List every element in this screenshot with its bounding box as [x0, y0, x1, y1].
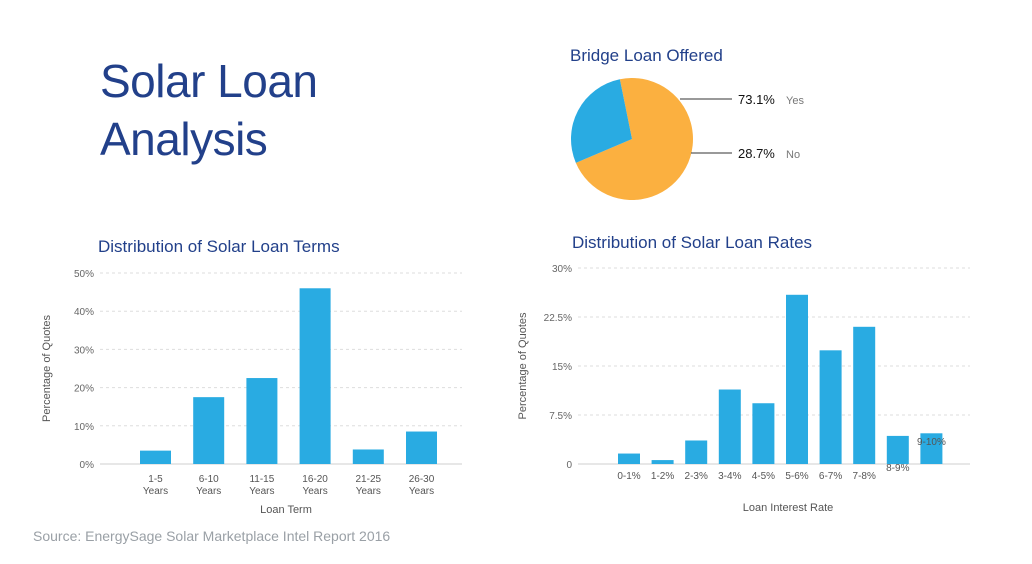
- y-tick-label: 0%: [80, 460, 95, 471]
- bar-rates: [685, 440, 708, 464]
- y-axis-title: Percentage of Quotes: [517, 312, 529, 420]
- x-axis-title: Loan Interest Rate: [743, 502, 834, 514]
- x-axis-title: Loan Term: [260, 504, 312, 516]
- y-tick-label: 10%: [74, 422, 94, 433]
- x-tick-label: 16-20: [302, 474, 328, 485]
- page-title: Solar Loan Analysis: [100, 55, 318, 165]
- bar-rates: [718, 389, 741, 464]
- x-tick-label: 8-9%: [886, 463, 909, 474]
- pie-value-label: 73.1%: [738, 92, 775, 107]
- x-tick-label: 0-1%: [617, 471, 640, 482]
- bar-terms: [193, 397, 225, 464]
- bar-rates: [618, 453, 640, 464]
- pie-chart-title: Bridge Loan Offered: [570, 46, 723, 65]
- x-tick-label: 9-10%: [917, 437, 946, 448]
- x-tick-label: 11-15: [249, 474, 274, 485]
- y-tick-label: 0: [566, 460, 572, 471]
- x-tick-label: Years: [143, 486, 168, 497]
- x-tick-label: Years: [249, 486, 274, 497]
- bar-rates: [920, 433, 943, 464]
- bar-rates: [786, 294, 808, 464]
- y-tick-label: 20%: [74, 384, 94, 395]
- x-tick-label: 1-2%: [651, 471, 674, 482]
- x-tick-label: 2-3%: [685, 471, 708, 482]
- x-tick-label: 4-5%: [752, 471, 775, 482]
- x-tick-label: Years: [302, 486, 327, 497]
- x-tick-label: 6-7%: [819, 471, 842, 482]
- y-axis-title: Percentage of Quotes: [41, 314, 53, 422]
- x-tick-label: 5-6%: [785, 471, 808, 482]
- x-tick-label: 26-30: [409, 474, 435, 485]
- pie-slice-yes: [575, 77, 693, 200]
- bar-rates: [752, 403, 775, 464]
- y-tick-label: 40%: [74, 307, 94, 318]
- x-tick-label: Years: [356, 486, 381, 497]
- y-tick-label: 50%: [74, 269, 94, 280]
- bar-terms: [299, 288, 331, 464]
- terms-chart-title: Distribution of Solar Loan Terms: [98, 237, 340, 256]
- bar-terms: [352, 449, 384, 464]
- bar-terms: [246, 378, 278, 464]
- x-tick-label: Years: [196, 486, 221, 497]
- pie-value-label: 28.7%: [738, 146, 775, 161]
- x-tick-label: Years: [409, 486, 434, 497]
- rates-chart-title: Distribution of Solar Loan Rates: [572, 233, 813, 252]
- bar-rates: [819, 350, 842, 464]
- bar-terms: [406, 431, 437, 464]
- pie-legend-label: Yes: [786, 95, 804, 107]
- pie-legend-label: No: [786, 149, 800, 161]
- y-tick-label: 15%: [552, 362, 572, 373]
- bar-terms: [140, 450, 171, 464]
- y-tick-label: 30%: [552, 264, 572, 275]
- bar-rates: [886, 435, 909, 464]
- bar-rates: [651, 460, 674, 464]
- x-tick-label: 7-8%: [853, 471, 876, 482]
- bar-rates: [853, 326, 876, 464]
- source-note: Source: EnergySage Solar Marketplace Int…: [33, 528, 391, 544]
- y-tick-label: 7.5%: [549, 411, 572, 422]
- x-tick-label: 3-4%: [718, 471, 741, 482]
- y-tick-label: 30%: [74, 345, 94, 356]
- x-tick-label: 21-25: [356, 474, 382, 485]
- y-tick-label: 22.5%: [544, 313, 572, 324]
- pie-slice-no: [570, 79, 632, 163]
- x-tick-label: 1-5: [148, 474, 163, 485]
- x-tick-label: 6-10: [199, 474, 219, 485]
